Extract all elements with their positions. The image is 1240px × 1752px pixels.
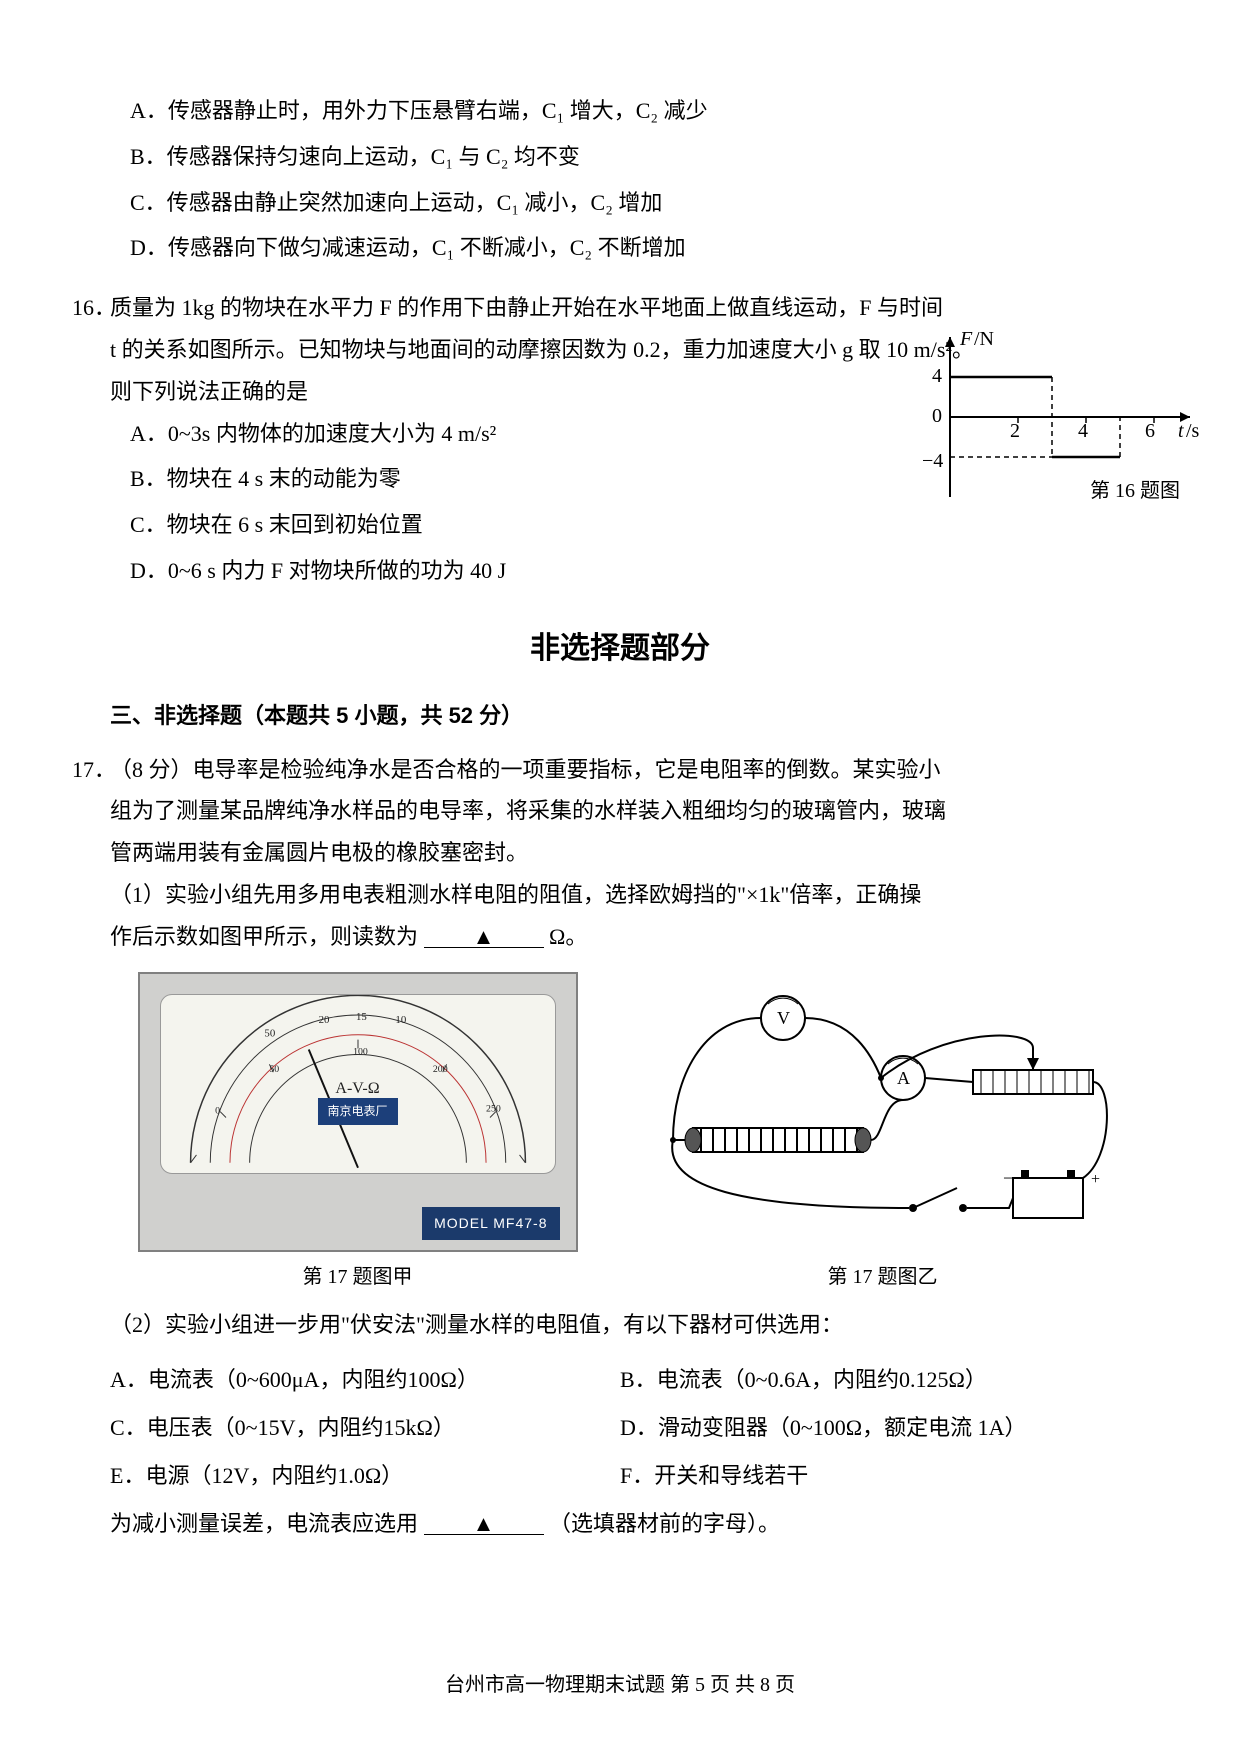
- svg-text:/N: /N: [974, 328, 994, 350]
- multimeter-dial: 50 20 15 10 0 50 100 200 250 150 A-V-Ω 南…: [160, 994, 556, 1174]
- q17-p2-question: 为减小测量误差，电流表应选用 ▲ （选填器材前的字母）。: [110, 1503, 1130, 1545]
- svg-text:15: 15: [356, 1011, 367, 1023]
- q17-lead-2: 组为了测量某品牌纯净水样品的电导率，将采集的水样装入粗细均匀的玻璃管内，玻璃: [110, 790, 1130, 832]
- svg-text:V: V: [777, 1008, 790, 1028]
- svg-text:2: 2: [1010, 420, 1020, 442]
- svg-text:4: 4: [1078, 420, 1088, 442]
- q17-number: 17．: [72, 749, 116, 791]
- question-17: 17． （8 分）电导率是检验纯净水是否合格的一项重要指标，它是电阻率的倒数。某…: [110, 749, 1130, 1545]
- q17-blank-1[interactable]: ▲: [424, 926, 544, 948]
- q15-opt-d: D．传感器向下做匀减速运动，C₁ 不断减小，C₂ 不断增加: [130, 227, 1130, 269]
- svg-text:F: F: [959, 328, 973, 350]
- equip-c: C．电压表（0~15V，内阻约15kΩ）: [110, 1407, 620, 1449]
- svg-text:50: 50: [269, 1064, 279, 1075]
- triangle-icon: ▲: [473, 1513, 495, 1535]
- q17-p1-a: （1）实验小组先用多用电表粗测水样电阻的阻值，选择欧姆挡的"×1k"倍率，正确操: [110, 874, 1130, 916]
- page-footer: 台州市高一物理期末试题 第 5 页 共 8 页: [0, 1666, 1240, 1704]
- svg-text:6: 6: [1145, 420, 1155, 442]
- multimeter-model: MODEL MF47-8: [422, 1207, 559, 1240]
- svg-text:50: 50: [264, 1027, 275, 1039]
- equip-e: E．电源（12V，内阻约1.0Ω）: [110, 1455, 620, 1497]
- q17-figures-row: 50 20 15 10 0 50 100 200 250 150 A-V-Ω 南…: [110, 972, 1130, 1296]
- multimeter-photo: 50 20 15 10 0 50 100 200 250 150 A-V-Ω 南…: [138, 972, 578, 1252]
- equip-a: A．电流表（0~600μA，内阻约100Ω）: [110, 1359, 620, 1401]
- q17-equip-list: A．电流表（0~600μA，内阻约100Ω） B．电流表（0~0.6A，内阻约0…: [110, 1359, 1130, 1496]
- equip-f: F．开关和导线若干: [620, 1455, 1130, 1497]
- section-title-nonchoice: 非选择题部分: [110, 620, 1130, 677]
- svg-text:10: 10: [395, 1013, 406, 1025]
- svg-text:4: 4: [932, 365, 942, 387]
- svg-text:A: A: [897, 1068, 910, 1088]
- q17-p2-q-pre: 为减小测量误差，电流表应选用: [110, 1511, 418, 1536]
- question-16: 16． 质量为 1kg 的物块在水平力 F 的作用下由静止开始在水平地面上做直线…: [110, 287, 1130, 592]
- svg-text:+: +: [1091, 1171, 1100, 1188]
- q17-fig1-col: 50 20 15 10 0 50 100 200 250 150 A-V-Ω 南…: [110, 972, 605, 1296]
- svg-text:t: t: [1178, 420, 1184, 442]
- circuit-diagram: V A: [643, 978, 1123, 1238]
- q17-p1-b: 作后示数如图甲所示，则读数为 ▲ Ω。: [110, 916, 1130, 958]
- multimeter-brand: 南京电表厂: [317, 1098, 397, 1125]
- q15-opt-b: B．传感器保持匀速向上运动，C₁ 与 C₂ 均不变: [130, 136, 1130, 178]
- q17-p1-b-pre: 作后示数如图甲所示，则读数为: [110, 924, 418, 949]
- q17-p2-lead: （2）实验小组进一步用"伏安法"测量水样的电阻值，有以下器材可供选用：: [110, 1304, 1130, 1346]
- q17-p2-q-post: （选填器材前的字母）。: [549, 1511, 780, 1536]
- q16-opt-d: D．0~6 s 内力 F 对物块所做的功为 40 J: [130, 550, 1130, 592]
- q15-options: A．传感器静止时，用外力下压悬臂右端，C₁ 增大，C₂ 减少 B．传感器保持匀速…: [110, 90, 1130, 269]
- svg-text:250: 250: [486, 1103, 501, 1114]
- q15-opt-a: A．传感器静止时，用外力下压悬臂右端，C₁ 增大，C₂ 减少: [130, 90, 1130, 132]
- q17-blank-2[interactable]: ▲: [424, 1513, 544, 1535]
- q17-p1-b-unit: Ω。: [549, 924, 587, 949]
- triangle-icon: ▲: [473, 926, 495, 948]
- section-3-header: 三、非选择题（本题共 5 小题，共 52 分）: [110, 695, 1130, 737]
- q17-fig2-caption: 第 17 题图乙: [635, 1258, 1130, 1296]
- svg-text:20: 20: [318, 1013, 329, 1025]
- q17-fig1-caption: 第 17 题图甲: [110, 1258, 605, 1296]
- svg-text:0: 0: [215, 1105, 220, 1116]
- svg-text:100: 100: [353, 1046, 368, 1057]
- svg-text:/s: /s: [1186, 420, 1200, 442]
- q17-lead-3: 管两端用装有金属圆片电极的橡胶塞密封。: [110, 832, 1130, 874]
- svg-text:0: 0: [932, 405, 942, 427]
- svg-text:−4: −4: [922, 450, 943, 472]
- svg-text:200: 200: [432, 1064, 447, 1075]
- q15-opt-c: C．传感器由静止突然加速向上运动，C₁ 减小，C₂ 增加: [130, 182, 1130, 224]
- equip-d: D．滑动变阻器（0~100Ω，额定电流 1A）: [620, 1407, 1130, 1449]
- svg-text:−: −: [1003, 1168, 1013, 1188]
- q17-lead-1: （8 分）电导率是检验纯净水是否合格的一项重要指标，它是电阻率的倒数。某实验小: [110, 749, 1130, 791]
- equip-b: B．电流表（0~0.6A，内阻约0.125Ω）: [620, 1359, 1130, 1401]
- q16-number: 16．: [72, 287, 116, 329]
- q17-fig2-col: V A: [635, 978, 1130, 1296]
- q16-chart-caption: 第 16 题图: [1090, 472, 1180, 510]
